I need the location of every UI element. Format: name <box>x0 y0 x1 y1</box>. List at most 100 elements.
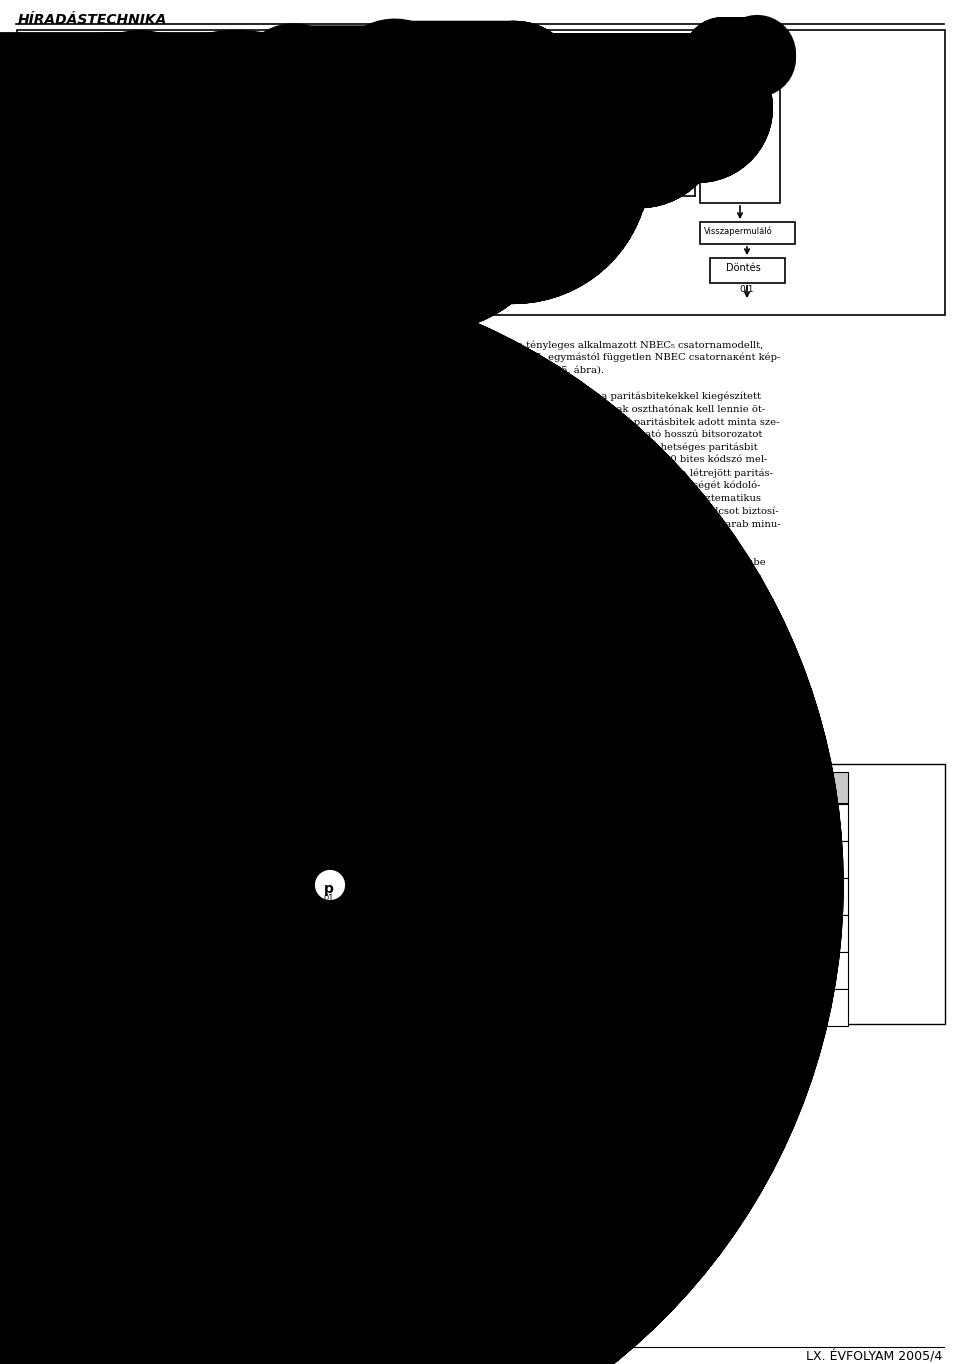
Text: tia-pontot tartalmaz.: tia-pontot tartalmaz. <box>492 532 596 542</box>
Text: 1-p0X-p01: 1-p0X-p01 <box>165 765 208 773</box>
FancyBboxPatch shape <box>130 95 230 125</box>
Text: mind az egyszerű, mind a törléses hiba valószínűségét: mind az egyszerű, mind a törléses hiba v… <box>18 622 294 632</box>
Text: tünk el, természetesen valamelyest veszítve a hibajavi-: tünk el, természetesen valamelyest veszí… <box>18 404 297 413</box>
Text: p: p <box>324 807 334 822</box>
Text: véletlenbit kriptográfiai értelemben erős kulcsot biztosí-: véletlenbit kriptográfiai értelemben erő… <box>492 506 779 516</box>
Text: D: D <box>186 221 196 235</box>
Text: 0,04: 0,04 <box>683 888 713 902</box>
Circle shape <box>69 959 101 992</box>
Text: aszimmetrikus elnevezés). Az NBEC csatornát tehát: aszimmetrikus elnevezés). Az NBEC csator… <box>18 647 282 656</box>
Circle shape <box>171 255 185 269</box>
Text: D: D <box>136 98 146 110</box>
Text: Determinisztikus kulcspár generálás: Determinisztikus kulcspár generálás <box>492 660 710 671</box>
Circle shape <box>141 76 155 90</box>
Text: pontok eloszlásának, hiszen a 600 ujjat tartalmazó adat-: pontok eloszlásának, hiszen a 600 ujjat … <box>492 608 777 618</box>
Text: 2: 2 <box>593 779 603 792</box>
Text: Extrins c 2: Extrins c 2 <box>370 76 410 85</box>
Text: 0,45: 0,45 <box>583 814 613 828</box>
Text: 3: 3 <box>693 779 703 792</box>
Text: Paritás 1: Paritás 1 <box>314 101 353 110</box>
Text: Parítás *: Parítás * <box>370 108 402 117</box>
Text: kódoljuk, az egyes bitek (0-4) esetében más-más hiba-: kódoljuk, az egyes bitek (0-4) esetében … <box>18 711 292 720</box>
Text: 1: 1 <box>286 967 294 977</box>
Text: D: D <box>161 98 171 110</box>
Text: 1: 1 <box>82 967 89 977</box>
Circle shape <box>141 255 155 269</box>
Text: 0,02: 0,02 <box>583 962 613 977</box>
Circle shape <box>194 869 226 902</box>
Text: 0,09: 0,09 <box>782 888 813 902</box>
Text: Parítás 2: Parítás 2 <box>314 226 353 235</box>
Text: 0,42: 0,42 <box>683 814 713 828</box>
Text: 1-p1X-p10: 1-p1X-p10 <box>165 979 208 989</box>
Text: bázisunkban az átlagos minutia-pont szám 40-re adó-: bázisunkban az átlagos minutia-pont szám… <box>492 622 762 632</box>
Text: nálva a csatorna kimenetén vett értékeket és az előző: nálva a csatorna kimenetén vett értékeke… <box>18 494 291 502</box>
FancyBboxPatch shape <box>310 878 348 915</box>
Text: 0,02: 0,02 <box>583 888 613 902</box>
Text: 0: 0 <box>82 787 89 797</box>
Text: kódolási lépésekben a konvolúciós kódoló állapotát, ez-: kódolási lépésekben a konvolúciós kódoló… <box>18 468 298 477</box>
Text: Visszapermuláló: Visszapermuláló <box>704 226 773 236</box>
FancyBboxPatch shape <box>448 989 548 1026</box>
FancyBboxPatch shape <box>648 842 748 878</box>
Text: HÍRADÁSTECHNIKA: HÍRADÁSTECHNIKA <box>18 14 167 27</box>
Text: 0: 0 <box>286 787 294 797</box>
Text: 0,02: 0,02 <box>583 851 613 865</box>
FancyBboxPatch shape <box>448 878 548 915</box>
Text: az egyes bitek átvitelének modellezésére létrehoztuk a: az egyes bitek átvitelének modellezésére… <box>18 570 297 580</box>
FancyBboxPatch shape <box>548 803 648 842</box>
Text: 0,53: 0,53 <box>383 814 414 828</box>
FancyBboxPatch shape <box>548 772 648 803</box>
FancyBboxPatch shape <box>700 59 780 203</box>
Text: konvolúciós kódolót tartalmazó Turbó-kódoló és az en-: konvolúciós kódolót tartalmazó Turbó-kód… <box>18 520 294 528</box>
Text: X: X <box>205 877 214 887</box>
Text: 0,02: 0,02 <box>483 888 514 902</box>
FancyBboxPatch shape <box>348 878 448 915</box>
Circle shape <box>274 959 306 992</box>
FancyBboxPatch shape <box>17 764 945 1024</box>
FancyBboxPatch shape <box>448 915 548 952</box>
FancyBboxPatch shape <box>700 222 795 244</box>
Circle shape <box>274 779 306 812</box>
Text: dott.: dott. <box>492 634 516 644</box>
Circle shape <box>314 869 346 902</box>
Text: tanuk kellett az OpenSSL véletlenszám-generátorát,: tanuk kellett az OpenSSL véletlenszám-ge… <box>492 698 757 708</box>
Text: száma plusz a két kódoló által előállított paritás bitek: száma plusz a két kódoló által előállíto… <box>18 340 289 349</box>
Text: 11: 11 <box>324 1005 334 1013</box>
Text: hosszak áttekintése után a 120+120 bites kódszó mel-: hosszak áttekintése után a 120+120 bites… <box>492 456 767 464</box>
Text: D: D <box>161 221 171 235</box>
FancyBboxPatch shape <box>310 842 348 878</box>
Circle shape <box>238 98 252 112</box>
Text: különböző bemeneti bit-értékek esetében (innen az: különböző bemeneti bit-értékek esetében … <box>18 634 278 644</box>
Text: nek megfelelő dekódoló elrendezés a 4. ábrán látható.: nek megfelelő dekódoló elrendezés a 4. á… <box>18 532 293 542</box>
Text: Adatbitek: Adatbitek <box>20 57 60 65</box>
Text: meg a tényleges alkalmazott NBEC₅ csatornamodellt,: meg a tényleges alkalmazott NBEC₅ csator… <box>492 340 763 349</box>
Text: p: p <box>324 883 334 896</box>
Text: p: p <box>324 956 334 970</box>
Text: Dekoder 2: Dekoder 2 <box>708 113 758 123</box>
FancyBboxPatch shape <box>130 218 230 248</box>
Text: nem-szimmetrikus bináris törléses csatorna-modellt (NBEC).: nem-szimmetrikus bináris törléses csator… <box>18 584 326 592</box>
Text: zelhetünk el (5. ábra).: zelhetünk el (5. ábra). <box>492 366 604 375</box>
Text: 0X: 0X <box>324 857 334 866</box>
Text: 0,02: 0,02 <box>583 925 613 938</box>
Text: 0,02: 0,02 <box>483 962 514 977</box>
Text: D: D <box>136 221 146 235</box>
Text: p0X: p0X <box>152 835 170 844</box>
FancyBboxPatch shape <box>548 80 643 108</box>
FancyBboxPatch shape <box>748 772 848 803</box>
Text: 0,05: 0,05 <box>782 962 813 977</box>
Text: Permutáló: Permutáló <box>556 86 606 95</box>
FancyBboxPatch shape <box>748 989 848 1026</box>
Text: ve véve tehát átlagosan 24 valós minutiára lesz szük-: ve véve tehát átlagosan 24 valós minutiá… <box>492 570 761 580</box>
Text: D: D <box>211 98 221 110</box>
FancyBboxPatch shape <box>448 952 548 989</box>
FancyBboxPatch shape <box>310 989 348 1026</box>
Circle shape <box>98 222 112 237</box>
Text: négy hibaparaméterrel (p₀x, p₀₁, p₁x és p₁₀) írhatjuk le.: négy hibaparaméterrel (p₀x, p₀₁, p₁x és … <box>18 660 296 670</box>
Text: 4: 4 <box>793 779 803 792</box>
Text: Ha ötös futamokon belül a 0. bit kódolását figyelembe: Ha ötös futamokon belül a 0. bit kódolás… <box>492 558 766 567</box>
Text: p10: p10 <box>109 874 127 884</box>
Text: Szisztematiku s b tek: Szisztematiku s b tek <box>255 53 344 61</box>
Text: 0,36: 0,36 <box>782 814 813 828</box>
